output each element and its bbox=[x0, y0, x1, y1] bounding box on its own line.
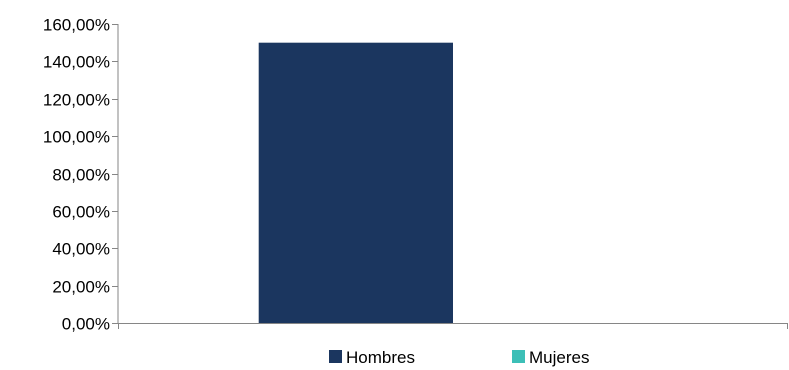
y-tick-label: 80,00% bbox=[52, 166, 110, 185]
x-axis bbox=[118, 323, 788, 329]
bars bbox=[258, 42, 453, 323]
y-tick-label: 40,00% bbox=[52, 240, 110, 259]
y-tick-label: 140,00% bbox=[43, 53, 110, 72]
y-tick-label: 0,00% bbox=[62, 315, 110, 334]
y-axis: 0,00% 20,00% 40,00% 60,00% 80,00% 100,00% 120,… bbox=[43, 16, 119, 334]
legend-swatch-hombres bbox=[329, 350, 342, 363]
y-tick-label: 160,00% bbox=[43, 16, 110, 35]
y-tick-label: 120,00% bbox=[43, 91, 110, 110]
legend-label-hombres: Hombres bbox=[346, 348, 415, 367]
legend-swatch-mujeres bbox=[512, 350, 525, 363]
y-tick-label: 60,00% bbox=[52, 203, 110, 222]
legend: Hombres Mujeres bbox=[329, 348, 589, 367]
bar-hombres bbox=[258, 42, 453, 323]
y-tick-label: 100,00% bbox=[43, 128, 110, 147]
y-tick-label: 20,00% bbox=[52, 278, 110, 297]
legend-label-mujeres: Mujeres bbox=[529, 348, 589, 367]
